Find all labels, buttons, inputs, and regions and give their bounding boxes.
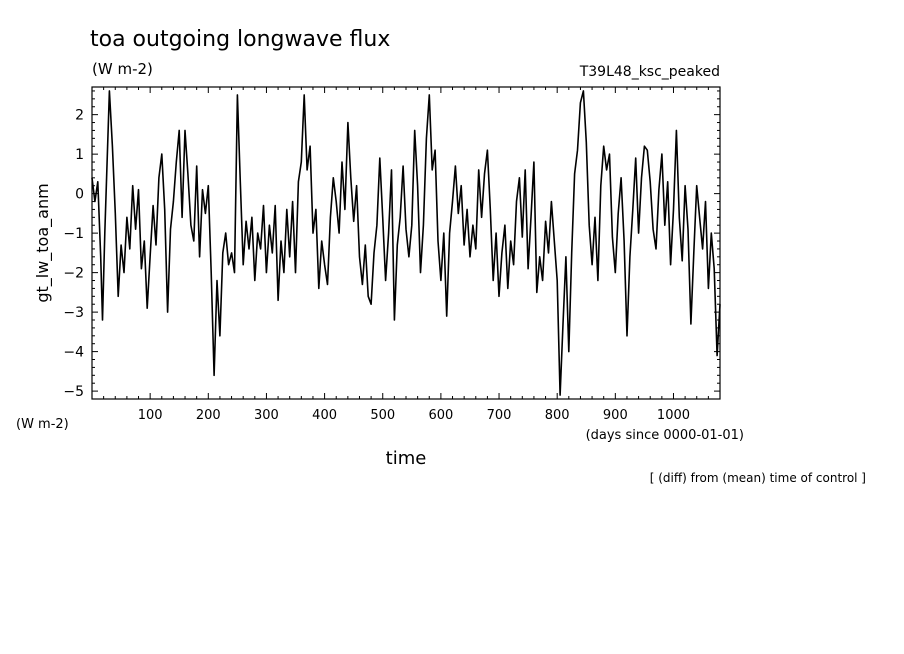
y-tick-label: 1 — [75, 147, 84, 163]
x-tick-label: 700 — [487, 408, 512, 423]
y-tick-label: 0 — [75, 187, 84, 203]
series-line — [91, 90, 721, 396]
x-tick-label: 400 — [312, 408, 337, 423]
plot-area: 100 200 300 400 500 600 700 800 900 1000 2 1 0 −1 −2 −… — [63, 86, 721, 423]
x-tick-label: 600 — [428, 408, 453, 423]
x-axis-units-note: (days since 0000-01-01) — [586, 428, 744, 443]
y-tick-label: −2 — [63, 266, 84, 282]
x-tick-label: 300 — [254, 408, 279, 423]
x-axis-ticks: 100 200 300 400 500 600 700 800 900 1000 — [103, 87, 721, 423]
y-tick-label: −4 — [63, 345, 84, 361]
experiment-label: T39L48_ksc_peaked — [579, 64, 720, 80]
y-axis-label: gt_lw_toa_anm — [33, 183, 53, 302]
plot-frame — [91, 86, 721, 400]
chart-title: toa outgoing longwave flux — [90, 27, 390, 52]
x-tick-label: 200 — [196, 408, 221, 423]
y-tick-label: −5 — [63, 384, 84, 400]
y-tick-label: 2 — [75, 108, 84, 124]
x-tick-label: 900 — [603, 408, 628, 423]
x-tick-label: 500 — [370, 408, 395, 423]
x-tick-label: 1000 — [657, 408, 690, 423]
x-tick-label: 100 — [138, 408, 163, 423]
x-axis-label: time — [386, 448, 427, 469]
y-tick-label: −1 — [63, 226, 84, 242]
y-axis-ticks: 2 1 0 −1 −2 −3 −4 −5 — [63, 90, 720, 400]
y-tick-label: −3 — [63, 305, 84, 321]
chart-units: (W m-2) — [92, 60, 153, 78]
y-axis-units-note: (W m-2) — [16, 417, 69, 432]
footnote: [ (diff) from (mean) time of control ] — [650, 471, 866, 485]
x-tick-label: 800 — [545, 408, 570, 423]
